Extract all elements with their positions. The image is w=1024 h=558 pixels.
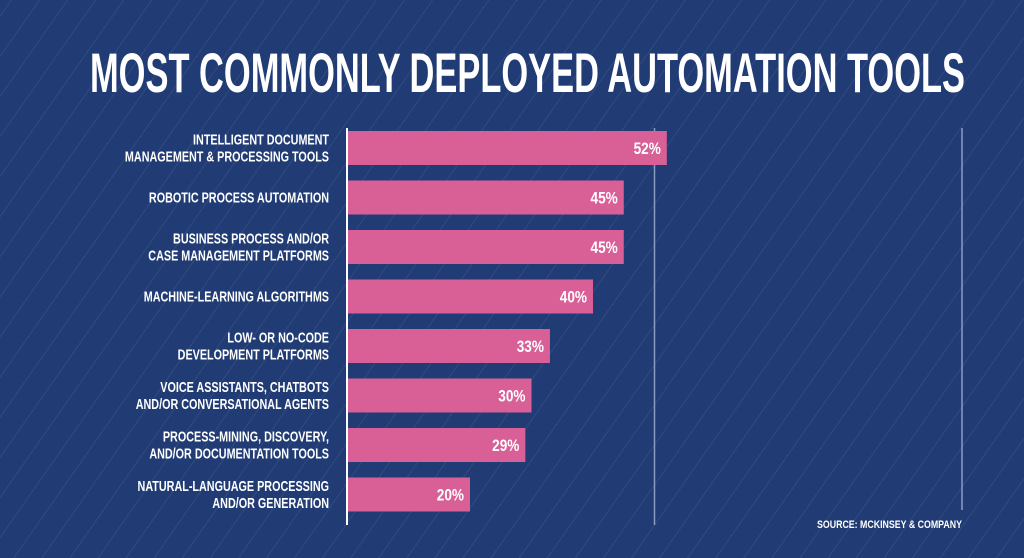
source-note: SOURCE: MCKINSEY & COMPANY xyxy=(817,519,963,531)
category-label: MACHINE-LEARNING ALGORITHMS xyxy=(144,288,330,305)
category-label: PROCESS-MINING, DISCOVERY, xyxy=(163,428,329,445)
category-label: INTELLIGENT DOCUMENT xyxy=(193,131,329,148)
value-label: 45% xyxy=(591,189,618,208)
value-label: 52% xyxy=(634,140,661,159)
category-label: AND/OR DOCUMENTATION TOOLS xyxy=(149,445,329,462)
category-label: DEVELOPMENT PLATFORMS xyxy=(178,346,330,363)
bar xyxy=(347,230,624,264)
bar xyxy=(347,180,624,215)
bar xyxy=(347,131,667,165)
category-label: MANAGEMENT & PROCESSING TOOLS xyxy=(125,148,329,165)
chart-title: MOST COMMONLY DEPLOYED AUTOMATION TOOLS xyxy=(90,41,965,104)
category-label: ROBOTIC PROCESS AUTOMATION xyxy=(149,189,329,206)
value-label: 30% xyxy=(498,387,525,406)
bar xyxy=(347,378,532,413)
category-label: AND/OR CONVERSATIONAL AGENTS xyxy=(136,395,330,412)
bar xyxy=(347,477,470,512)
category-label: LOW- OR NO-CODE xyxy=(227,329,329,346)
bar xyxy=(347,279,593,314)
value-label: 40% xyxy=(560,288,587,307)
value-label: 33% xyxy=(517,338,544,357)
value-label: 20% xyxy=(437,486,464,505)
category-label: AND/OR GENERATION xyxy=(212,494,329,511)
category-label: CASE MANAGEMENT PLATFORMS xyxy=(148,247,329,264)
value-label: 45% xyxy=(591,239,618,258)
category-label: NATURAL-LANGUAGE PROCESSING xyxy=(138,477,329,494)
category-label: BUSINESS PROCESS AND/OR xyxy=(173,230,329,247)
category-label: VOICE ASSISTANTS, CHATBOTS xyxy=(160,378,329,395)
value-label: 29% xyxy=(492,437,519,456)
bar xyxy=(347,428,526,462)
bar xyxy=(347,329,550,363)
